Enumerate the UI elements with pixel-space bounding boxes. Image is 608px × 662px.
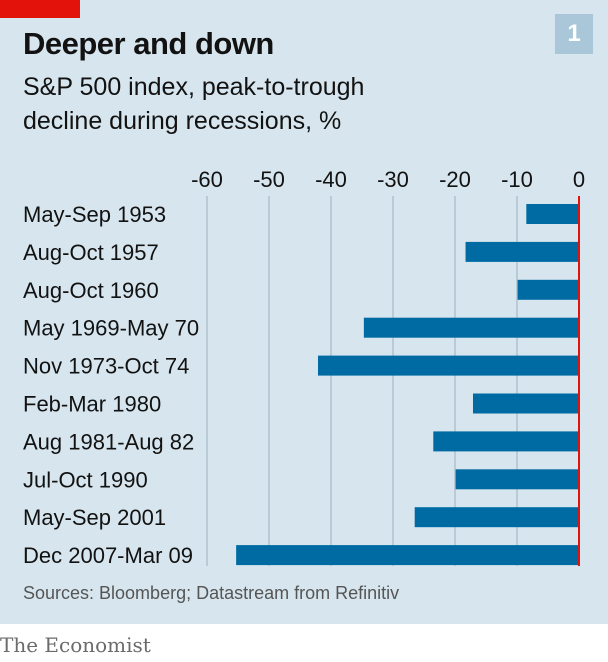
chart-number-badge: 1 [555,14,593,54]
x-tick-label: -20 [439,167,471,192]
bars [236,204,579,566]
bar [363,317,579,338]
category-label: May-Sep 2001 [23,505,166,530]
category-label: Dec 2007-Mar 09 [23,543,193,568]
bar [414,507,579,528]
publication-name: The Economist [0,633,151,657]
category-label: Nov 1973-Oct 74 [23,354,189,379]
bar [236,545,579,566]
category-label: May 1969-May 70 [23,316,199,341]
x-tick-label: -30 [377,167,409,192]
category-label: Aug 1981-Aug 82 [23,429,194,454]
bar-chart: -60 -50 -40 -30 -20 -10 0 May-Sep 1953 Aug-Oct … [23,167,585,568]
brand-red-tag [0,0,80,18]
category-label: Aug-Oct 1960 [23,278,159,303]
bar [472,393,579,414]
category-labels: May-Sep 1953 Aug-Oct 1957 Aug-Oct 1960 May … [23,202,199,568]
x-tick-label: -10 [501,167,533,192]
category-label: Jul-Oct 1990 [23,467,148,492]
bar [465,241,579,262]
bar [526,204,579,224]
bar [517,279,579,300]
chart-title: Deeper and down [23,26,274,61]
bar [317,355,579,376]
category-label: Feb-Mar 1980 [23,392,161,417]
chart-subtitle: S&P 500 index, peak-to-trough decline du… [23,73,365,135]
x-tick-label: 0 [573,167,585,192]
bar [455,469,579,490]
bar [433,431,579,452]
x-tick-label: -50 [253,167,285,192]
category-label: Aug-Oct 1957 [23,240,159,265]
tick-labels: -60 -50 -40 -30 -20 -10 0 [191,167,585,192]
x-tick-label: -60 [191,167,223,192]
x-tick-label: -40 [315,167,347,192]
category-label: May-Sep 1953 [23,202,166,227]
source-note: Sources: Bloomberg; Datastream from Refi… [23,583,400,603]
